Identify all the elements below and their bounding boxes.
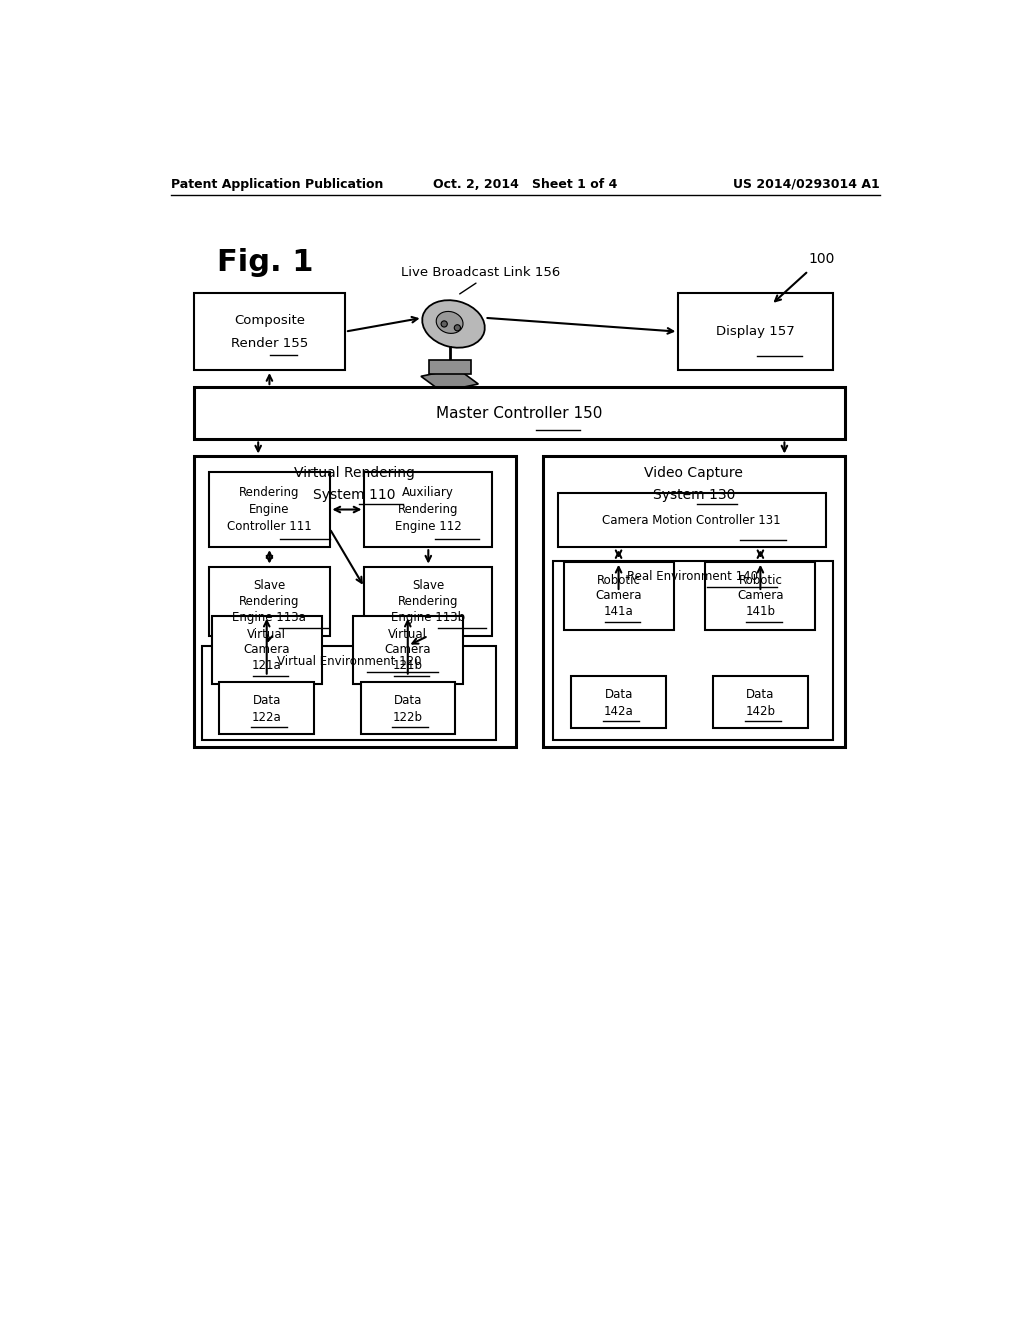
Text: Render 155: Render 155 [230, 337, 308, 350]
FancyBboxPatch shape [563, 562, 674, 630]
FancyBboxPatch shape [209, 471, 330, 548]
FancyBboxPatch shape [194, 457, 515, 747]
Text: Engine: Engine [249, 503, 290, 516]
FancyBboxPatch shape [678, 293, 834, 370]
FancyBboxPatch shape [209, 566, 330, 636]
Ellipse shape [422, 300, 484, 347]
Text: Composite: Composite [233, 314, 305, 326]
Text: US 2014/0293014 A1: US 2014/0293014 A1 [733, 178, 880, 190]
Text: Virtual Rendering: Virtual Rendering [294, 466, 415, 480]
Text: 122a: 122a [252, 711, 282, 725]
Text: Patent Application Publication: Patent Application Publication [171, 178, 383, 190]
FancyBboxPatch shape [553, 561, 834, 739]
Circle shape [455, 325, 461, 331]
Circle shape [441, 321, 447, 327]
Text: Rendering: Rendering [398, 503, 459, 516]
Text: 142a: 142a [604, 705, 634, 718]
Text: Robotic: Robotic [597, 574, 641, 587]
FancyBboxPatch shape [558, 494, 825, 548]
FancyBboxPatch shape [365, 471, 493, 548]
Text: Virtual: Virtual [247, 628, 287, 642]
Text: Engine 112: Engine 112 [395, 520, 462, 533]
Text: Camera: Camera [595, 589, 642, 602]
Text: Controller 111: Controller 111 [227, 520, 312, 533]
FancyBboxPatch shape [352, 616, 463, 684]
Text: Data: Data [393, 694, 422, 706]
Text: Data: Data [253, 694, 281, 706]
Text: 141b: 141b [745, 605, 775, 618]
Text: 121b: 121b [393, 659, 423, 672]
Text: Fig. 1: Fig. 1 [217, 248, 313, 277]
Text: Oct. 2, 2014   Sheet 1 of 4: Oct. 2, 2014 Sheet 1 of 4 [432, 178, 617, 190]
FancyBboxPatch shape [543, 457, 845, 747]
Text: Camera Motion Controller 131: Camera Motion Controller 131 [602, 513, 781, 527]
FancyBboxPatch shape [713, 676, 808, 729]
Text: Slave: Slave [413, 579, 444, 593]
Text: Camera: Camera [244, 643, 290, 656]
FancyBboxPatch shape [365, 566, 493, 636]
Text: Engine 113b: Engine 113b [391, 611, 465, 623]
FancyBboxPatch shape [571, 676, 666, 729]
FancyBboxPatch shape [202, 645, 496, 739]
Text: Master Controller 150: Master Controller 150 [436, 405, 602, 421]
FancyBboxPatch shape [212, 616, 322, 684]
Text: 121a: 121a [252, 659, 282, 672]
Text: Slave: Slave [253, 579, 286, 593]
Text: Video Capture: Video Capture [644, 466, 743, 480]
FancyBboxPatch shape [429, 360, 471, 374]
Text: Rendering: Rendering [240, 486, 300, 499]
Text: Display 157: Display 157 [717, 325, 795, 338]
Text: 122b: 122b [393, 711, 423, 725]
Text: Virtual: Virtual [388, 628, 427, 642]
Text: Virtual Environment 120: Virtual Environment 120 [276, 655, 421, 668]
FancyBboxPatch shape [219, 682, 314, 734]
Text: Data: Data [604, 688, 633, 701]
Text: 142b: 142b [745, 705, 775, 718]
Text: Rendering: Rendering [398, 594, 459, 607]
Text: 141a: 141a [604, 605, 634, 618]
FancyBboxPatch shape [360, 682, 455, 734]
Text: Engine 113a: Engine 113a [232, 611, 306, 623]
Polygon shape [421, 368, 478, 392]
Text: System 110: System 110 [313, 488, 396, 502]
Text: Live Broadcast Link 156: Live Broadcast Link 156 [401, 265, 560, 279]
Text: Real Environment 140: Real Environment 140 [628, 570, 759, 583]
Ellipse shape [436, 312, 463, 334]
Text: Camera: Camera [737, 589, 783, 602]
FancyBboxPatch shape [706, 562, 815, 630]
FancyBboxPatch shape [194, 293, 345, 370]
Text: Auxiliary: Auxiliary [402, 486, 455, 499]
Text: Rendering: Rendering [240, 594, 300, 607]
Text: Camera: Camera [385, 643, 431, 656]
Text: Data: Data [746, 688, 774, 701]
Text: Robotic: Robotic [738, 574, 782, 587]
Text: System 130: System 130 [652, 488, 735, 502]
FancyBboxPatch shape [194, 387, 845, 440]
Text: 100: 100 [808, 252, 835, 265]
